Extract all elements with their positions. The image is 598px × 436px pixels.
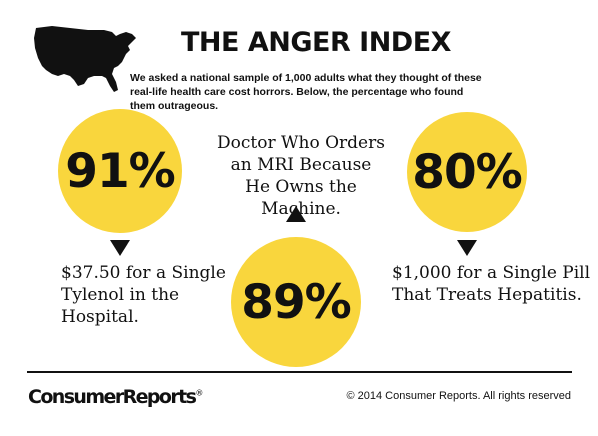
us-map-icon [34, 26, 136, 92]
percent-circle-1: 91% [58, 109, 182, 233]
percent-value-2: 89% [241, 274, 351, 330]
arrow-down-icon [110, 240, 130, 256]
arrow-down-icon [457, 240, 477, 256]
percent-circle-2: 89% [231, 237, 361, 367]
percent-value-3: 80% [412, 144, 522, 200]
copyright-text: © 2014 Consumer Reports. All rights rese… [346, 390, 571, 402]
item-label-1: $37.50 for a Single Tylenol in the Hospi… [61, 263, 226, 327]
arrow-up-icon [286, 206, 306, 222]
footer-divider [27, 371, 572, 373]
page-subtitle: We asked a national sample of 1,000 adul… [130, 72, 482, 112]
item-label-3: $1,000 for a Single Pill That Treats Hep… [392, 263, 591, 305]
percent-circle-3: 80% [407, 112, 527, 232]
consumer-reports-logo: ConsumerReports® [28, 386, 204, 408]
percent-value-1: 91% [65, 143, 175, 199]
page-title: THE ANGER INDEX [181, 27, 451, 58]
